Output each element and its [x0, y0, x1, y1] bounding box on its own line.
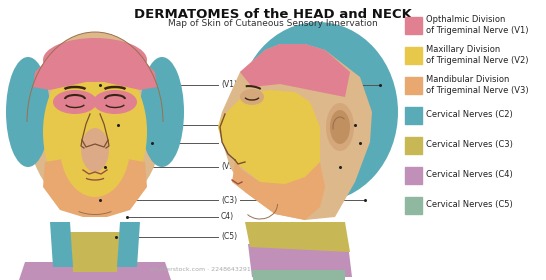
Text: Mandibular Division
of Trigeminal Nerve (V3): Mandibular Division of Trigeminal Nerve … — [426, 75, 529, 95]
Ellipse shape — [6, 57, 50, 167]
Polygon shape — [60, 252, 130, 280]
Polygon shape — [50, 222, 73, 267]
Ellipse shape — [53, 90, 97, 114]
FancyBboxPatch shape — [405, 197, 422, 213]
Polygon shape — [248, 244, 352, 277]
Ellipse shape — [160, 100, 174, 128]
Polygon shape — [250, 232, 305, 272]
Polygon shape — [252, 270, 345, 280]
Ellipse shape — [60, 97, 130, 197]
Polygon shape — [33, 44, 157, 90]
Text: (V1): (V1) — [221, 81, 237, 90]
Text: (V3): (V3) — [221, 162, 237, 171]
Ellipse shape — [157, 94, 177, 134]
Ellipse shape — [326, 103, 354, 151]
Polygon shape — [245, 222, 350, 252]
Text: Map of Skin of Cutaneous Sensory Innervation: Map of Skin of Cutaneous Sensory Innerva… — [168, 19, 378, 28]
Text: Cervical Nerves (C5): Cervical Nerves (C5) — [426, 200, 513, 209]
Text: Cervical Nerves (C4): Cervical Nerves (C4) — [426, 171, 513, 179]
Polygon shape — [218, 90, 320, 187]
Ellipse shape — [43, 38, 147, 82]
Text: C4): C4) — [221, 213, 234, 221]
Ellipse shape — [93, 90, 137, 114]
Polygon shape — [232, 162, 325, 220]
Text: (C2): (C2) — [221, 139, 237, 148]
FancyBboxPatch shape — [405, 106, 422, 123]
Polygon shape — [218, 44, 372, 220]
Polygon shape — [117, 222, 140, 267]
Text: (C5): (C5) — [221, 232, 237, 241]
Text: shutterstock.com · 2248643291: shutterstock.com · 2248643291 — [150, 267, 251, 272]
FancyBboxPatch shape — [405, 17, 422, 34]
FancyBboxPatch shape — [405, 137, 422, 153]
Ellipse shape — [238, 22, 398, 202]
Text: (V2): (V2) — [221, 120, 237, 129]
Ellipse shape — [27, 32, 163, 212]
Ellipse shape — [43, 57, 147, 207]
Polygon shape — [43, 152, 147, 217]
Ellipse shape — [81, 128, 109, 172]
Text: Maxillary Division
of Trigeminal Nerve (V2): Maxillary Division of Trigeminal Nerve (… — [426, 45, 529, 65]
FancyBboxPatch shape — [405, 167, 422, 183]
Text: DERMATOMES of the HEAD and NECK: DERMATOMES of the HEAD and NECK — [134, 8, 412, 21]
Ellipse shape — [16, 100, 30, 128]
Polygon shape — [70, 232, 120, 272]
Ellipse shape — [330, 110, 350, 144]
Text: Cervical Nerves (C3): Cervical Nerves (C3) — [426, 141, 513, 150]
FancyBboxPatch shape — [405, 46, 422, 64]
Text: Opthalmic Division
of Trigeminal Nerve (V1): Opthalmic Division of Trigeminal Nerve (… — [426, 15, 529, 35]
Ellipse shape — [240, 89, 264, 105]
Polygon shape — [240, 44, 350, 97]
Ellipse shape — [13, 94, 33, 134]
Text: (C3): (C3) — [221, 195, 237, 204]
Polygon shape — [15, 262, 175, 280]
Text: Cervical Nerves (C2): Cervical Nerves (C2) — [426, 111, 513, 120]
Ellipse shape — [140, 57, 184, 167]
FancyBboxPatch shape — [405, 76, 422, 94]
